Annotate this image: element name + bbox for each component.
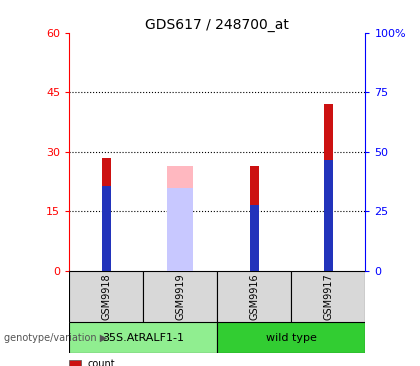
Bar [291,271,365,322]
Bar [218,271,291,322]
Text: GSM9918: GSM9918 [101,273,111,320]
Bar [250,166,259,271]
Bar [324,160,333,271]
Text: count: count [87,359,115,366]
Bar [69,322,218,353]
Text: wild type: wild type [266,333,317,343]
Text: GSM9917: GSM9917 [323,273,333,320]
Bar [102,158,111,271]
Bar [250,205,259,271]
Text: genotype/variation ▶: genotype/variation ▶ [4,333,108,343]
Bar [69,271,143,322]
Bar [143,271,218,322]
Text: GSM9919: GSM9919 [175,273,185,320]
Bar [102,186,111,271]
Title: GDS617 / 248700_at: GDS617 / 248700_at [145,18,289,32]
Bar [168,187,193,271]
Text: GSM9916: GSM9916 [249,273,260,320]
Text: 35S.AtRALF1-1: 35S.AtRALF1-1 [102,333,184,343]
Bar [324,104,333,271]
Bar [168,166,193,271]
Bar [218,322,365,353]
